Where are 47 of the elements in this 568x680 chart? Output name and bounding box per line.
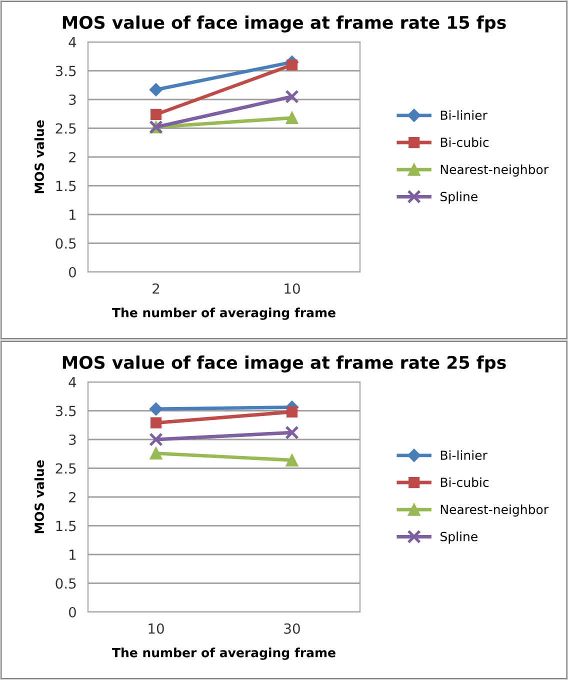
point [150, 108, 162, 120]
y-tick-label: 1 [70, 550, 76, 560]
x-tick-label: 10 [148, 623, 164, 634]
legend-label: Bi-cubic [440, 137, 489, 148]
point [286, 454, 298, 466]
y-tick-label: 2 [69, 152, 76, 162]
point [149, 402, 163, 416]
y-tick-label: 0 [68, 606, 76, 618]
point [285, 90, 299, 104]
legend-label: Spline [440, 532, 478, 544]
y-axis-title: MOS value [34, 120, 44, 194]
legend-label: Nearest-neighbor [440, 164, 549, 177]
point [150, 417, 162, 428]
y-tick-label: 4 [68, 37, 76, 48]
x-tick-label: 30 [284, 623, 300, 634]
y-tick-label: 2.5 [56, 463, 76, 474]
y-tick-label: 0.5 [56, 238, 76, 249]
y-tick-label: 1.5 [56, 520, 76, 532]
y-tick-label: 0 [68, 266, 76, 278]
y-tick-label: 3.5 [56, 406, 76, 416]
point [286, 112, 298, 124]
legend-label: Bi-linier [440, 450, 488, 460]
point [150, 447, 162, 460]
point [149, 432, 163, 446]
legend-label: Nearest-neighbor [440, 504, 549, 517]
y-tick-label: 3 [69, 434, 76, 445]
y-tick-label: 4 [68, 377, 76, 388]
chart-title: MOS value of face image at frame rate 25 fps [62, 356, 506, 372]
point [286, 406, 298, 418]
point [286, 59, 298, 71]
point [285, 426, 299, 440]
y-tick-label: 1 [70, 210, 76, 220]
legend-label: Bi-linier [440, 110, 488, 120]
y-tick-label: 0.5 [56, 578, 76, 589]
x-axis-title: The number of averaging frame [112, 648, 336, 660]
point [149, 83, 163, 96]
legend-label: Spline [440, 192, 478, 204]
x-axis-title: The number of averaging frame [112, 308, 336, 320]
y-axis-title: MOS value [34, 460, 44, 534]
legend-label: Bi-cubic [440, 477, 489, 488]
y-tick-label: 3.5 [56, 66, 76, 76]
y-tick-label: 2.5 [56, 123, 76, 134]
x-tick-label: 10 [284, 283, 300, 294]
chart-title: MOS value of face image at frame rate 15 fps [62, 16, 506, 32]
y-tick-label: 1.5 [56, 180, 76, 192]
y-tick-label: 3 [69, 94, 76, 105]
y-tick-label: 2 [69, 492, 76, 502]
